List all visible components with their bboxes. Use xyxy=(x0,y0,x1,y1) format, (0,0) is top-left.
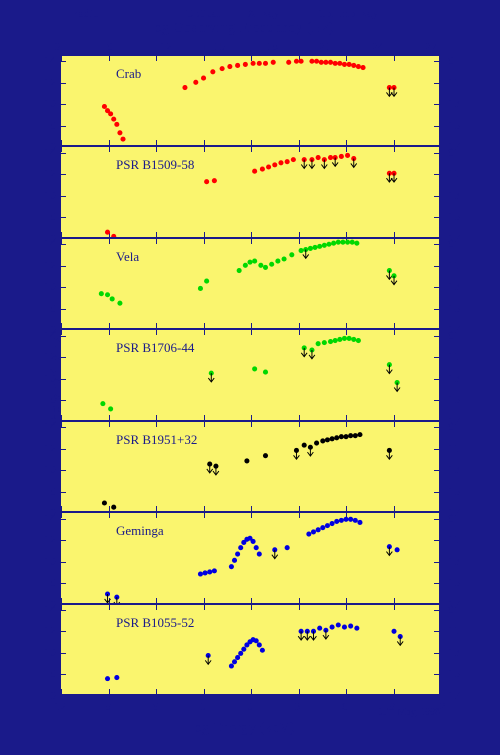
x-bottom-tick: 0 xyxy=(247,699,253,714)
x-bottom-tick: -9 xyxy=(101,699,111,714)
y-left-tick: 12 xyxy=(38,623,56,638)
panel-source-name: PSR B1951+32 xyxy=(116,432,197,448)
chart-area: Crab PSR B1509-58 Vela PSR B1706-44 PSR B195… xyxy=(60,55,440,695)
y-left-tick: 10 xyxy=(38,96,56,111)
y-right-tick: -13 xyxy=(444,188,460,203)
x-bottom-tick: -3 xyxy=(196,699,206,714)
panel-source-name: Vela xyxy=(116,249,139,265)
y-right-tick: -17 xyxy=(444,688,460,703)
y-right-tick: -11 xyxy=(444,258,460,273)
y-left-tick: 14 xyxy=(38,602,56,617)
y-right-tick: -11 xyxy=(444,532,460,547)
y-left-tick: 8 xyxy=(38,484,56,499)
y-left-tick: 12 xyxy=(38,166,56,181)
x-top-tick: 24 xyxy=(372,39,384,54)
y-left-tick: 10 xyxy=(38,279,56,294)
y-right-tick: -9 xyxy=(444,145,454,160)
y-right-tick: -13 xyxy=(444,279,460,294)
y-left-tick: 8 xyxy=(38,666,56,681)
x-bottom-tick: 6 xyxy=(342,699,348,714)
x-top-tick: 6 xyxy=(54,39,60,54)
y-right-tick: -15 xyxy=(444,392,460,407)
y-left-tick: 8 xyxy=(38,392,56,407)
sed-panel: PSR B1055-52 xyxy=(60,604,440,695)
y-right-tick: -9 xyxy=(444,419,454,434)
sed-panel: PSR B1509-58 xyxy=(60,146,440,237)
y-right-tick: -15 xyxy=(444,575,460,590)
y-left-tick: 10 xyxy=(38,188,56,203)
y-left-tick: 8 xyxy=(38,301,56,316)
x-bottom-tick: 3 xyxy=(294,699,300,714)
y-right-tick: -15 xyxy=(444,209,460,224)
y-left-tick: 12 xyxy=(38,75,56,90)
x-top-tick: 27 xyxy=(425,39,437,54)
x-top-tick: 15 xyxy=(213,39,225,54)
panel-source-name: Crab xyxy=(116,66,141,82)
y-right-tick: -13 xyxy=(444,554,460,569)
sed-panel: Geminga xyxy=(60,512,440,603)
y-right-tick: -9 xyxy=(444,328,454,343)
y-right-tick: -15 xyxy=(444,301,460,316)
y-right-tick: -9 xyxy=(444,53,454,68)
y-right-tick: -11 xyxy=(444,623,460,638)
y-left-tick: 8 xyxy=(38,118,56,133)
y-right-tick: -13 xyxy=(444,645,460,660)
sed-panel: Crab xyxy=(60,55,440,146)
y-left-tick: 12 xyxy=(38,532,56,547)
y-right-tick: -9 xyxy=(444,602,454,617)
y-right-tick: -15 xyxy=(444,666,460,681)
y-left-tick: 14 xyxy=(38,419,56,434)
y-left-tick: 12 xyxy=(38,441,56,456)
y-left-tick: 12 xyxy=(38,258,56,273)
y-right-tick: -13 xyxy=(444,371,460,386)
y-left-tick: 10 xyxy=(38,554,56,569)
sed-panel: PSR B1706-44 xyxy=(60,329,440,420)
x-top-tick: 21 xyxy=(319,39,331,54)
y-left-tick: 14 xyxy=(38,328,56,343)
y-left-tick: 12 xyxy=(38,349,56,364)
y-left-tick: 14 xyxy=(38,236,56,251)
y-left-tick: 10 xyxy=(38,371,56,386)
y-left-tick: 10 xyxy=(38,462,56,477)
y-left-tick: 14 xyxy=(38,145,56,160)
footer-credit: DJT. May, 1998 xyxy=(376,707,440,718)
x-bottom-axis-label: log Energy (keV) xyxy=(190,720,295,737)
y-left-tick: 14 xyxy=(38,53,56,68)
x-bottom-tick: 9 xyxy=(389,699,395,714)
band-label: Optical xyxy=(185,6,220,21)
y-left-tick: 8 xyxy=(38,575,56,590)
y-left-tick: 8 xyxy=(38,209,56,224)
band-label: Gamma Ray xyxy=(318,6,378,21)
x-top-tick: 18 xyxy=(266,39,278,54)
panel-source-name: PSR B1706-44 xyxy=(116,340,194,356)
sed-panel: PSR B1951+32 xyxy=(60,421,440,512)
y-right-tick: -9 xyxy=(444,236,454,251)
y-right-tick: -11 xyxy=(444,349,460,364)
y-left-tick: 14 xyxy=(38,511,56,526)
y-right-tick: -9 xyxy=(444,511,454,526)
panel-source-name: PSR B1509-58 xyxy=(116,157,194,173)
y-right-tick: -11 xyxy=(444,441,460,456)
band-label: X-Ray xyxy=(247,6,279,21)
y-right-tick: -13 xyxy=(444,96,460,111)
x-top-tick: 12 xyxy=(160,39,172,54)
x-bottom-tick: -6 xyxy=(149,699,159,714)
y-right-tick: -11 xyxy=(444,166,460,181)
panel-source-name: Geminga xyxy=(116,523,164,539)
y-left-tick: 6 xyxy=(38,688,56,703)
y-right-tick: -11 xyxy=(444,75,460,90)
y-right-tick: -15 xyxy=(444,484,460,499)
y-left-tick: 10 xyxy=(38,645,56,660)
panel-source-name: PSR B1055-52 xyxy=(116,615,194,631)
y-right-tick: -13 xyxy=(444,462,460,477)
x-top-tick: 9 xyxy=(107,39,113,54)
sed-panel: Vela xyxy=(60,238,440,329)
x-top-axis-label: log Observing Frequency (Hz) xyxy=(150,20,334,37)
y-right-tick: -15 xyxy=(444,118,460,133)
band-label: Radio xyxy=(70,6,99,21)
